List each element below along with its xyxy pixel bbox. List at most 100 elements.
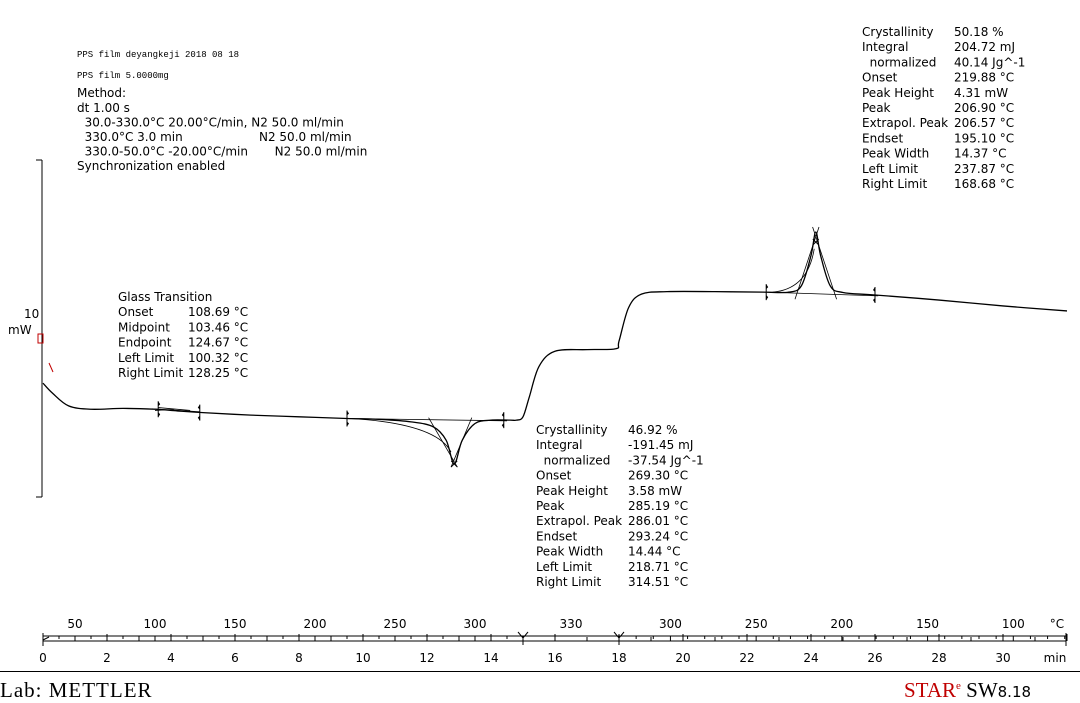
gt-tangent	[158, 407, 191, 411]
melt-right-limit-arrow-bottom	[501, 423, 504, 429]
temp-tick-label: 300	[659, 617, 682, 631]
cryst-result-value: 204.72 mJ	[954, 40, 1015, 54]
cryst-result-value: 237.87 °C	[954, 162, 1014, 176]
cryst-left-limit-arrow-top	[766, 284, 769, 290]
cryst-tangent-right	[812, 226, 837, 300]
segment-boundary-1	[517, 631, 529, 645]
time-tick-label: 14	[483, 651, 498, 665]
melt-result-label: normalized	[536, 453, 610, 467]
method-line: 30.0-330.0°C 20.00°C/min, N2 50.0 ml/min	[77, 116, 344, 130]
melt-result-value: 269.30 °C	[628, 469, 688, 483]
cryst-result-label: Extrapol. Peak	[862, 116, 948, 130]
melt-result-label: Crystallinity	[536, 423, 607, 437]
dsc-curve	[42, 231, 1068, 465]
time-tick-label: 4	[167, 651, 175, 665]
temp-tick-label: 250	[745, 617, 768, 631]
gt-result-value: 103.46 °C	[188, 320, 248, 334]
cryst-tangent-left	[794, 226, 820, 300]
temp-tick-label: 100	[144, 617, 167, 631]
gt-right-limit-arrow-top	[197, 404, 200, 410]
temp-tick-label: 100	[1002, 617, 1025, 631]
gt-result-title: Glass Transition	[118, 290, 212, 304]
temp-tick-label: 250	[384, 617, 407, 631]
method-line: Synchronization enabled	[77, 159, 225, 173]
time-tick-label: 10	[355, 651, 370, 665]
gt-result-label: Endpoint	[118, 336, 172, 350]
cryst-result-label: Peak	[862, 101, 891, 115]
melt-result-label: Integral	[536, 438, 582, 452]
header-line-1: PPS film deyangkeji 2018 08 18	[77, 50, 239, 60]
text-layer: 10 mW PPS film deyangkeji 2018 08 18 PPS fi…	[8, 25, 1025, 589]
gt-result-label: Right Limit	[118, 366, 183, 380]
melt-result-label: Endset	[536, 529, 577, 543]
cryst-right-limit-arrow-bottom	[873, 298, 875, 303]
cryst-baseline	[766, 291, 879, 297]
curve-layer	[42, 231, 1068, 465]
gt-baseline	[151, 408, 200, 413]
melt-result-label: Onset	[536, 469, 572, 483]
temp-tick-label: 330	[560, 617, 583, 631]
gt-result-value: 124.67 °C	[188, 336, 248, 350]
melt-peak-marker-b	[450, 460, 458, 468]
cryst-integration-line	[772, 248, 815, 293]
axis-start-marker	[42, 633, 50, 646]
time-tick-label: 6	[231, 651, 239, 665]
start-marker	[37, 333, 44, 344]
time-axis-unit: min	[1044, 651, 1067, 665]
scale-unit: mW	[8, 323, 32, 337]
cryst-left-limit-arrow-bottom	[766, 295, 769, 301]
melt-result-label: Left Limit	[536, 560, 592, 574]
temp-tick-label: 150	[916, 617, 939, 631]
melt-result-value: 14.44 °C	[628, 545, 681, 559]
header-line-2: PPS film 5.0000mg	[77, 71, 169, 81]
time-tick-label: 20	[675, 651, 690, 665]
cryst-result-label: Onset	[862, 71, 898, 85]
cryst-result-label: Peak Width	[862, 147, 929, 161]
cryst-result-value: 4.31 mW	[954, 86, 1008, 100]
cryst-result-value: 219.88 °C	[954, 71, 1014, 85]
melt-tangent-right	[450, 417, 473, 468]
melt-result-value: 293.24 °C	[628, 529, 688, 543]
cryst-result-label: Peak Height	[862, 86, 934, 100]
melt-right-limit-arrow-top	[501, 412, 504, 418]
cryst-result-label: Left Limit	[862, 162, 918, 176]
temp-tick-label: 200	[830, 617, 853, 631]
gt-left-limit-arrow-bottom	[158, 412, 161, 418]
gt-result-value: 100.32 °C	[188, 351, 248, 365]
software-prefix: STAR	[904, 678, 956, 702]
temp-tick-label: 300	[464, 617, 487, 631]
gt-right-limit-arrow-bottom	[197, 415, 200, 421]
time-tick-label: 30	[995, 651, 1010, 665]
annotation-layer	[36, 159, 879, 498]
method-line: 330.0°C 3.0 min N2 50.0 ml/min	[77, 130, 352, 144]
melt-result-value: 218.71 °C	[628, 560, 688, 574]
temp-tick-label: 200	[304, 617, 327, 631]
melt-left-limit-arrow-bottom	[347, 421, 349, 427]
melt-result-value: 286.01 °C	[628, 514, 688, 528]
cryst-result-value: 206.90 °C	[954, 101, 1014, 115]
melt-result-label: Peak	[536, 499, 565, 513]
melt-result-value: -191.45 mJ	[628, 438, 693, 452]
temp-tick-label: 50	[67, 617, 82, 631]
gt-result-value: 128.25 °C	[188, 366, 248, 380]
gt-result-label: Onset	[118, 305, 154, 319]
cryst-result-label: Right Limit	[862, 177, 927, 191]
melt-result-label: Peak Width	[536, 545, 603, 559]
gt-result-label: Left Limit	[118, 351, 174, 365]
melt-left-limit-arrow-top	[347, 410, 349, 416]
cryst-result-value: 14.37 °C	[954, 147, 1007, 161]
time-tick-label: 2	[103, 651, 111, 665]
cryst-result-value: 40.14 Jg^-1	[954, 55, 1025, 69]
software-sw: SW	[966, 678, 998, 702]
temp-axis-unit: °C	[1050, 617, 1064, 631]
time-tick-label: 16	[547, 651, 562, 665]
melt-result-label: Extrapol. Peak	[536, 514, 622, 528]
cryst-result-value: 50.18 %	[954, 25, 1004, 39]
melt-result-label: Right Limit	[536, 575, 601, 589]
lab-prefix: Lab:	[0, 678, 43, 702]
method-line: dt 1.00 s	[77, 101, 130, 115]
time-tick-label: 26	[867, 651, 882, 665]
cryst-result-label: normalized	[862, 55, 936, 69]
melt-result-label: Peak Height	[536, 484, 608, 498]
method-line: 330.0-50.0°C -20.00°C/min N2 50.0 ml/min	[77, 145, 367, 159]
